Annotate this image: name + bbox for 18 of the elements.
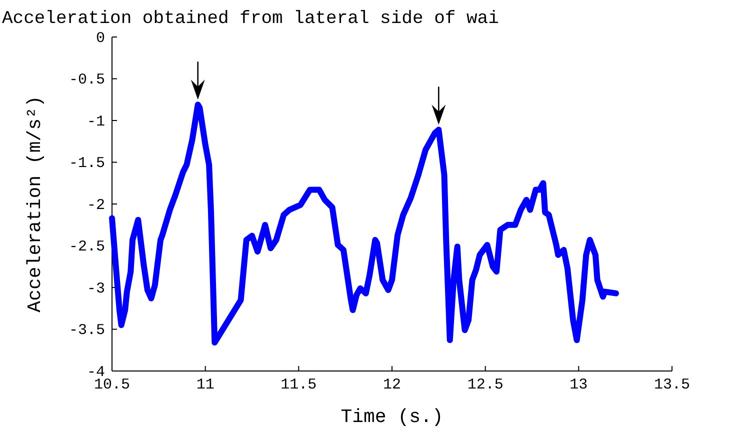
x-tick-label: 12 [382, 376, 402, 394]
chart-title: Acceleration obtained from lateral side of wai [2, 9, 499, 29]
x-tick-label: 10.5 [94, 376, 130, 394]
y-tick-label: 0 [96, 30, 105, 47]
x-axis-title: Time (s.) [340, 406, 444, 428]
x-tick-label: 11 [196, 376, 214, 394]
x-tick-label: 12.5 [467, 376, 504, 394]
y-tick-label: -1 [86, 113, 105, 130]
x-tick-label: 11.5 [280, 376, 317, 394]
y-axis-title: Acceleration (m/s²) [24, 96, 46, 312]
x-tick-label: 13.5 [654, 376, 690, 394]
y-tick-label: -2.5 [68, 238, 105, 256]
y-tick-label: -0.5 [68, 72, 105, 89]
y-tick-label: -1.5 [68, 155, 105, 172]
y-tick-label: -2 [86, 196, 105, 214]
y-tick-label: -3.5 [68, 322, 105, 340]
x-tick-label: 13 [570, 376, 588, 394]
y-tick-label: -3 [86, 280, 105, 298]
